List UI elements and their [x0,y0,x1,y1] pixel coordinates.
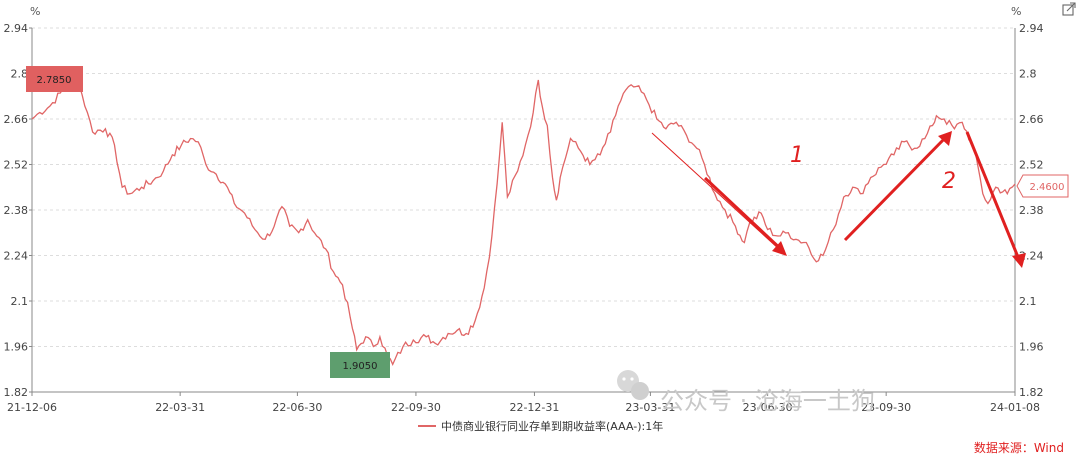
y-tick-label-right: 2.24 [1019,250,1044,263]
arrow-1-head [772,241,787,256]
y-tick-label-left: 2.94 [4,22,29,35]
y-tick-label-right: 2.38 [1019,204,1044,217]
hand-annotations: 1 2 [651,131,1026,268]
x-tick-label: 21-12-06 [7,401,57,414]
y-tick-label-left: 2.38 [4,204,29,217]
legend-label: 中债商业银行同业存单到期收益率(AAA-):1年 [441,419,663,433]
arrow-1-thick [703,176,786,254]
right-y-unit: % [1011,5,1021,18]
x-tick-label: 23-09-30 [861,401,911,414]
y-tick-label-left: 2.66 [4,113,29,126]
mark-2: 2 [942,169,956,194]
legend: 中债商业银行同业存单到期收益率(AAA-):1年 [418,419,663,433]
arrow-3 [965,131,1022,263]
mark-1: 1 [790,143,804,168]
y-tick-label-left: 1.96 [4,341,29,354]
grid-lines [32,27,1015,347]
y-tick-label-left: 2.24 [4,250,29,263]
x-tick-labels: 21-12-06 22-03-31 22-06-30 22-09-30 22-12-31… [7,392,1040,414]
wechat-icon [617,370,649,400]
watermark-text: 公众号 · 沧海一土狗 [660,387,875,415]
y-tick-label-right: 2.1 [1019,295,1037,308]
last-value-callout: 2.4600 [1016,174,1069,198]
left-y-unit: % [30,5,40,18]
x-tick-label: 23-03-31 [625,401,675,414]
max-badge: 2.7850 [26,66,83,92]
watermark: 公众号 · 沧海一土狗 [617,370,875,415]
arrow-3-head [1012,253,1026,268]
max-badge-label: 2.7850 [37,75,72,86]
x-tick-label: 24-01-08 [990,401,1040,414]
arrow-2 [843,133,950,242]
right-y-tick-labels: 2.94 2.8 2.66 2.52 2.38 2.24 2.1 1.96 1.82 [1019,22,1044,399]
y-tick-label-left: 2.1 [11,295,29,308]
min-badge-box [330,352,390,378]
source-text: 数据来源：Wind [974,440,1064,455]
x-tick-label: 22-03-31 [155,401,205,414]
last-value-label: 2.4600 [1030,182,1065,193]
y-tick-label-left: 2.52 [4,159,29,172]
y-tick-label-right: 2.8 [1019,68,1037,81]
max-badge-box [26,66,83,92]
y-tick-label-right: 2.94 [1019,22,1044,35]
external-link-icon[interactable] [1062,2,1076,16]
arrow-2-head [938,131,952,146]
y-tick-label-left: 2.8 [11,68,29,81]
y-tick-label-right: 1.96 [1019,341,1044,354]
series-line [31,77,1016,367]
min-badge: 1.9050 [330,352,390,378]
arrow-1-thin [651,132,781,251]
y-tick-label-left: 1.82 [4,386,29,399]
last-value-box [1016,174,1069,198]
x-tick-label: 22-09-30 [391,401,441,414]
y-tick-label-right: 2.52 [1019,159,1044,172]
min-badge-label: 1.9050 [343,361,378,372]
left-y-tick-labels: 2.94 2.8 2.66 2.52 2.38 2.24 2.1 1.96 1.82 [4,22,32,399]
x-tick-label: 23-06-30 [743,401,793,414]
y-tick-label-right: 2.66 [1019,113,1044,126]
x-tick-label: 22-12-31 [509,401,559,414]
y-tick-label-right: 1.82 [1019,386,1044,399]
x-tick-label: 22-06-30 [272,401,322,414]
